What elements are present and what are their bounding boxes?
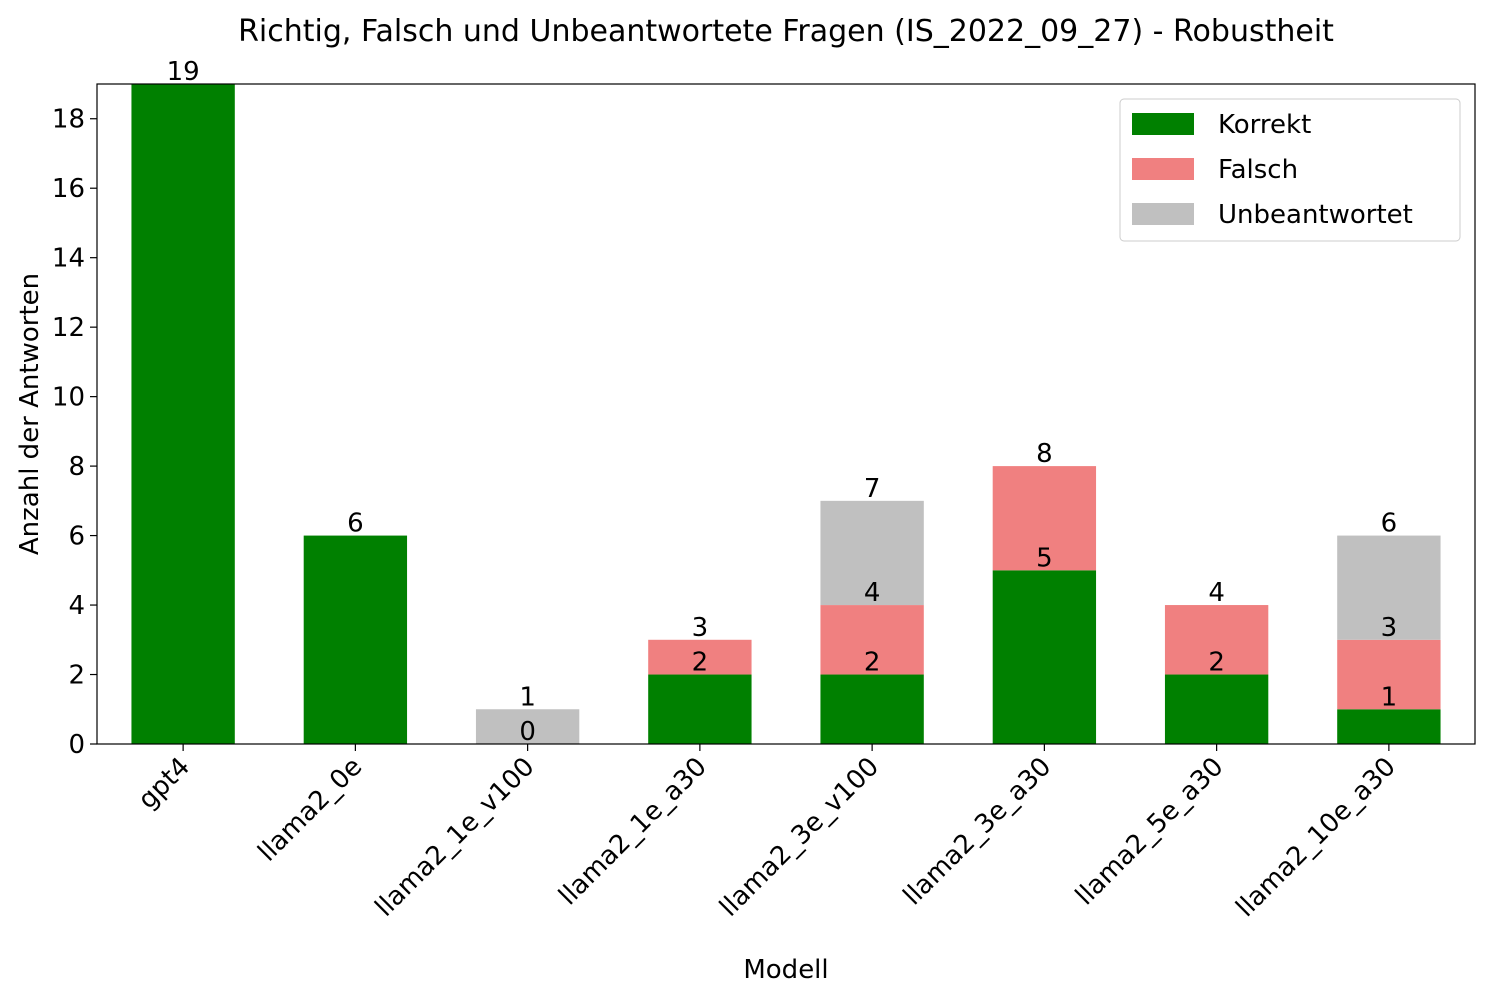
y-tick-label: 14 [52,244,85,274]
data-label-llama2_3e_a30-0: 5 [1036,543,1053,573]
y-tick-label: 18 [52,105,85,135]
legend-swatch-korrekt [1132,113,1194,135]
x-tick-label-llama2_1e_a30: llama2_1e_a30 [553,752,713,912]
legend-swatch-unbeantwortet [1132,203,1194,225]
plot-area: 19 6 0 1 2 3 2 4 7 5 8 2 4 1 3 6 [131,57,1441,747]
bar-korrekt-llama2_0e [303,535,408,744]
y-tick-label: 4 [68,591,85,621]
data-label-llama2_10e_a30-2: 6 [1381,509,1398,539]
bar-korrekt-llama2_5e_a30 [1164,674,1269,744]
legend-box [1119,98,1461,242]
y-tick-label: 2 [68,661,85,691]
bar-falsch-llama2_1e_a30 [648,639,752,675]
data-label-llama2_1e_v100-1: 1 [519,682,536,712]
x-tick-label-llama2_0e: llama2_0e [253,752,369,868]
y-tick-label: 6 [68,522,85,552]
plot-frame [96,83,1476,745]
bar-falsch-llama2_3e_v100 [820,605,924,675]
y-tick-label: 16 [52,174,85,204]
data-label-llama2_3e_a30-1: 8 [1036,439,1053,469]
y-axis-label: Anzahl der Antworten [15,273,45,555]
legend-label-falsch: Falsch [1218,155,1298,185]
data-label-llama2_5e_a30-1: 4 [1208,578,1225,608]
x-tick-label-llama2_1e_v100: llama2_1e_v100 [370,752,541,923]
y-tick-label: 8 [68,452,85,482]
data-label-llama2_3e_v100-0: 2 [864,648,881,678]
bar-korrekt-llama2_3e_a30 [992,570,1097,744]
x-tick-label-llama2_3e_v100: llama2_3e_v100 [714,752,885,923]
data-label-llama2_1e_a30-1: 3 [692,613,709,643]
legend-swatch-falsch [1132,158,1194,180]
data-label-llama2_1e_v100-0: 0 [519,717,536,747]
bar-unbeantwortet-llama2_3e_v100 [820,500,924,606]
chart-title: Richtig, Falsch und Unbeantwortete Frage… [238,14,1334,49]
data-label-llama2_10e_a30-1: 3 [1381,613,1398,643]
bar-falsch-llama2_3e_a30 [992,466,1097,571]
data-label-llama2_5e_a30-0: 2 [1208,648,1225,678]
data-label-llama2_0e-0: 6 [347,509,364,539]
legend: Korrekt Falsch Unbeantwortet [1119,98,1461,242]
bar-falsch-llama2_10e_a30 [1337,639,1441,710]
x-tick-label-llama2_3e_a30: llama2_3e_a30 [898,752,1058,912]
x-tick-label-llama2_5e_a30: llama2_5e_a30 [1070,752,1230,912]
bar-korrekt-llama2_3e_v100 [820,674,924,744]
y-tick-label: 0 [68,730,85,760]
x-axis: gpt4 llama2_0e llama2_1e_v100 llama2_1e_a30… [133,744,1402,923]
bar-unbeantwortet-llama2_10e_a30 [1337,535,1441,640]
legend-label-korrekt: Korrekt [1218,110,1311,140]
y-tick-label: 10 [52,383,85,413]
bar-unbeantwortet-llama2_1e_v100 [475,709,580,744]
data-label-llama2_3e_v100-1: 4 [864,578,881,608]
bar-korrekt-llama2_1e_a30 [648,674,752,744]
y-axis: 0 2 4 6 8 10 12 14 16 18 [52,105,97,760]
data-label-llama2_3e_v100-2: 7 [864,474,881,504]
bar-falsch-llama2_5e_a30 [1164,605,1269,675]
x-tick-label-gpt4: gpt4 [133,752,196,815]
data-label-llama2_1e_a30-0: 2 [692,648,709,678]
legend-label-unbeantwortet: Unbeantwortet [1218,200,1413,230]
data-label-llama2_10e_a30-0: 1 [1381,682,1398,712]
data-label-gpt4-0: 19 [167,57,200,87]
bar-korrekt-llama2_10e_a30 [1337,709,1441,744]
y-tick-label: 12 [52,313,85,343]
bar-korrekt-gpt4 [131,84,235,744]
x-axis-label: Modell [743,955,828,985]
x-tick-label-llama2_10e_a30: llama2_10e_a30 [1231,752,1402,923]
